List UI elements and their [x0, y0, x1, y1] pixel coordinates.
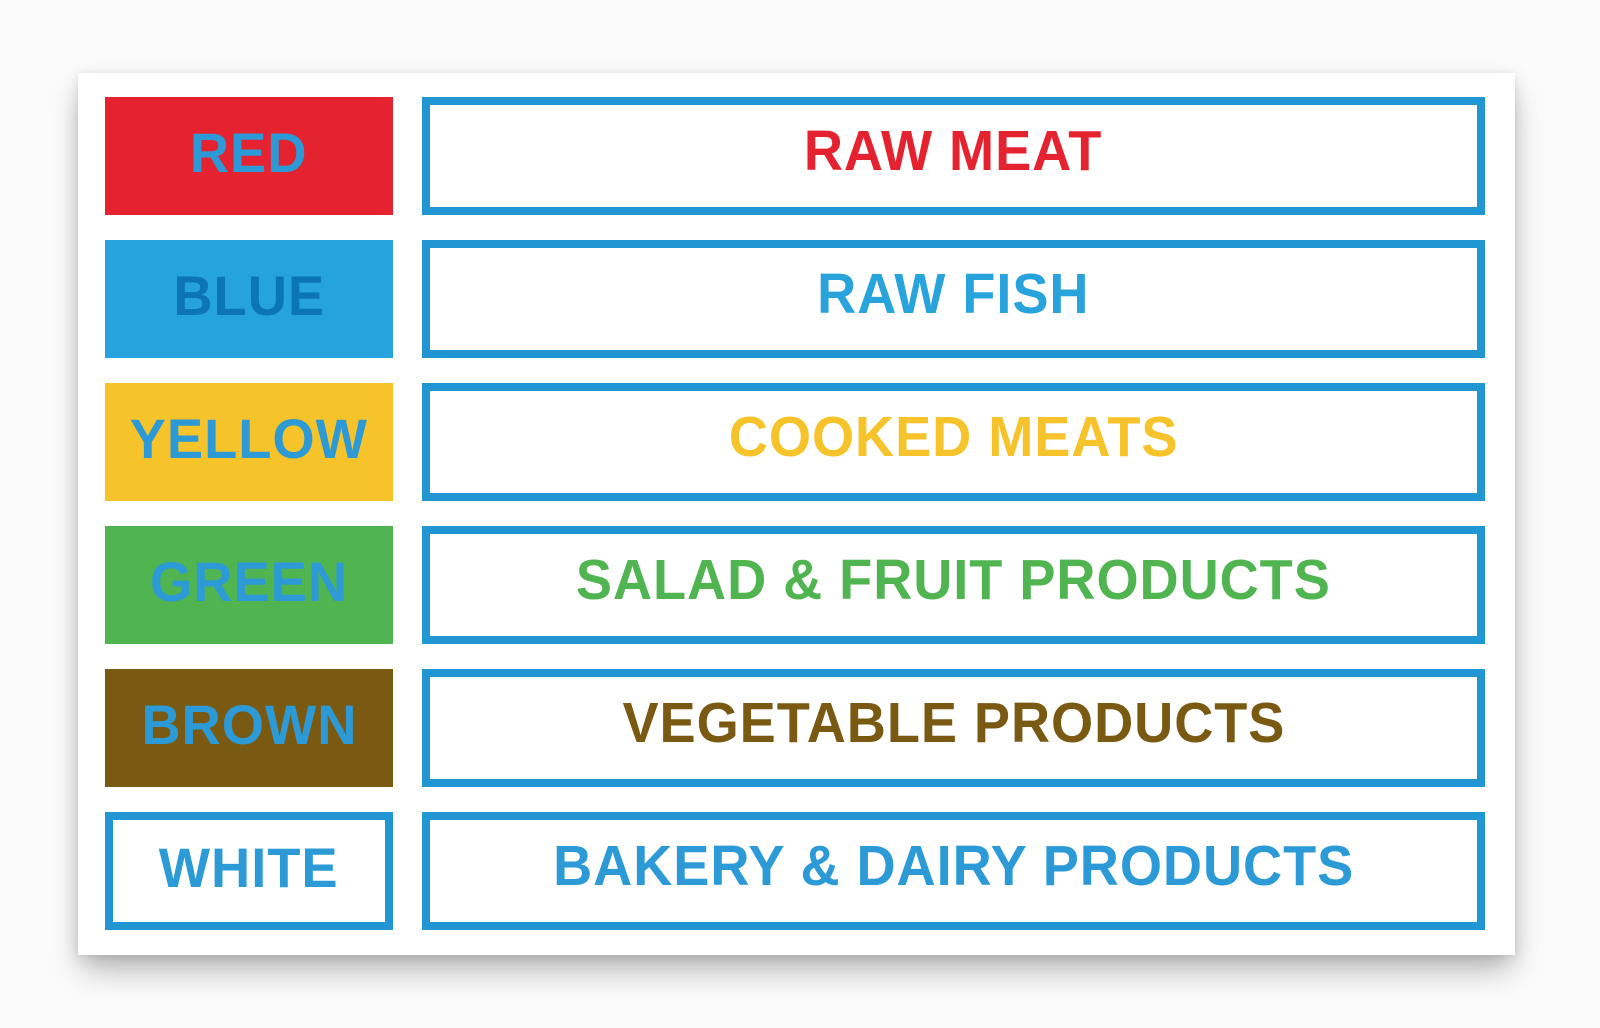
category-label-raw-fish: RAW FISH: [817, 262, 1090, 326]
category-box-raw-fish: RAW FISH: [422, 240, 1485, 358]
category-label-raw-meat: RAW MEAT: [804, 119, 1103, 183]
category-box-vegetable: VEGETABLE PRODUCTS: [422, 669, 1485, 787]
color-name-label-yellow: YELLOW: [129, 406, 369, 470]
category-label-cooked-meats: COOKED MEATS: [728, 405, 1179, 469]
category-label-salad-fruit: SALAD & FRUIT PRODUCTS: [576, 548, 1331, 612]
color-name-label-white: WHITE: [159, 835, 339, 899]
category-box-bakery-dairy: BAKERY & DAIRY PRODUCTS: [422, 812, 1485, 930]
category-box-salad-fruit: SALAD & FRUIT PRODUCTS: [422, 526, 1485, 644]
color-name-label-red: RED: [190, 120, 308, 184]
yellow-swatch: YELLOW: [105, 383, 393, 501]
red-swatch: RED: [105, 97, 393, 215]
brown-swatch: BROWN: [105, 669, 393, 787]
category-label-vegetable: VEGETABLE PRODUCTS: [622, 691, 1285, 755]
color-code-sign: RED RAW MEAT BLUE RAW FISH YELLOW COOKED…: [78, 73, 1515, 955]
category-box-raw-meat: RAW MEAT: [422, 97, 1485, 215]
blue-swatch: BLUE: [105, 240, 393, 358]
white-swatch: WHITE: [105, 812, 393, 930]
category-box-cooked-meats: COOKED MEATS: [422, 383, 1485, 501]
color-name-label-green: GREEN: [149, 549, 349, 613]
color-name-label-brown: BROWN: [140, 692, 358, 756]
color-name-label-blue: BLUE: [173, 263, 325, 327]
category-label-bakery-dairy: BAKERY & DAIRY PRODUCTS: [552, 834, 1355, 898]
green-swatch: GREEN: [105, 526, 393, 644]
